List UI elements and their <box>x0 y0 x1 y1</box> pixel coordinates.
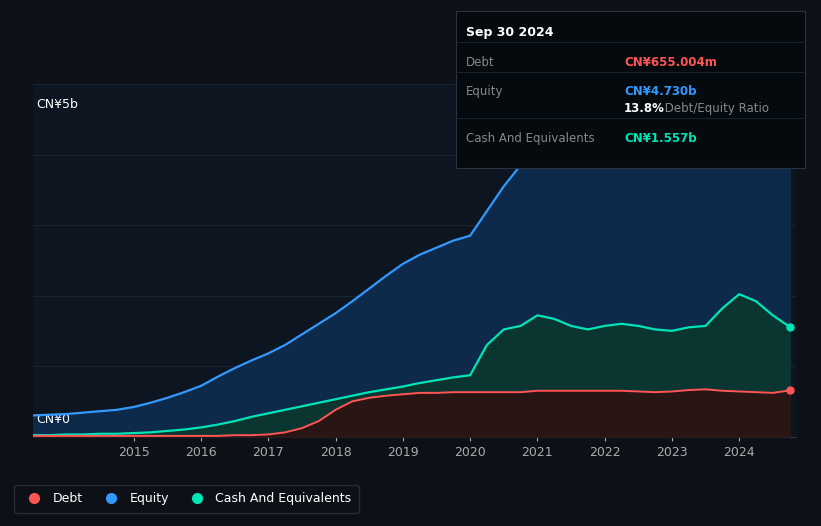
Text: Sep 30 2024: Sep 30 2024 <box>466 26 553 39</box>
Text: CN¥0: CN¥0 <box>37 413 71 426</box>
Text: Debt/Equity Ratio: Debt/Equity Ratio <box>661 103 769 115</box>
Text: 13.8%: 13.8% <box>624 103 665 115</box>
Text: Equity: Equity <box>466 85 503 98</box>
Text: CN¥4.730b: CN¥4.730b <box>624 85 696 98</box>
Text: Cash And Equivalents: Cash And Equivalents <box>466 132 594 145</box>
Legend: Debt, Equity, Cash And Equivalents: Debt, Equity, Cash And Equivalents <box>15 484 359 513</box>
Text: CN¥5b: CN¥5b <box>37 98 79 112</box>
Text: CN¥1.557b: CN¥1.557b <box>624 132 696 145</box>
Text: CN¥655.004m: CN¥655.004m <box>624 56 717 68</box>
Text: Debt: Debt <box>466 56 494 68</box>
